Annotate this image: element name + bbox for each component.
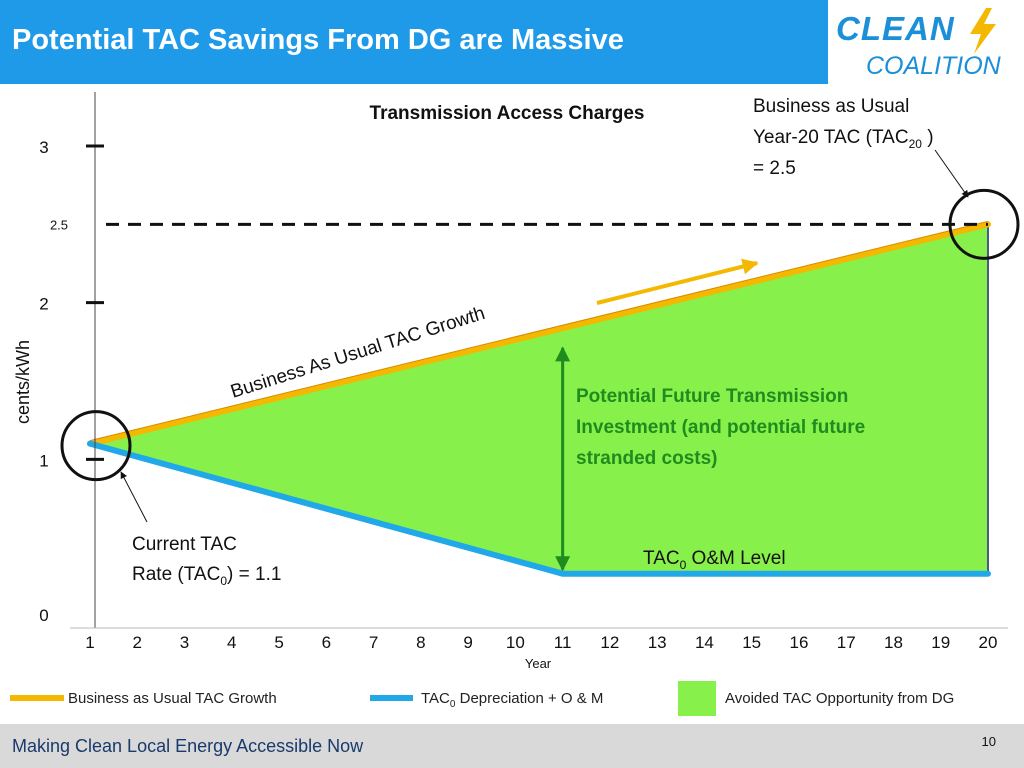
growth-direction-arrow (596, 258, 759, 305)
bau-growth-line-edge (89, 220, 989, 442)
page-number: 10 (981, 734, 996, 749)
chart-fill-layer (90, 224, 989, 574)
y-tick-label-3: 3 (39, 138, 48, 157)
clean-coalition-logo: CLEAN COALITION (836, 4, 1020, 82)
slide-footer: Making Clean Local Energy Accessible Now… (0, 724, 1024, 768)
legend-label-depreciation: TAC0 Depreciation + O & M (421, 690, 603, 710)
x-axis-label: Year (525, 656, 552, 671)
future-investment-line-1: Potential Future Transmission (576, 386, 848, 407)
y-tick-label-0: 0 (39, 606, 48, 625)
legend-swatch-avoided (678, 681, 716, 716)
x-tick-label-2: 2 (133, 633, 142, 652)
y-tick-label-2: 2 (39, 295, 48, 314)
current-tac-line-2: Rate (TAC0) = 1.1 (132, 564, 281, 588)
avoided-tac-area (90, 224, 988, 574)
current-tac-circle (60, 410, 132, 482)
chart-lines-layer (87, 220, 991, 577)
slide-header: Potential TAC Savings From DG are Massiv… (0, 0, 828, 84)
x-tick-label-14: 14 (695, 633, 714, 652)
depreciation-line (87, 440, 991, 577)
x-tick-label-5: 5 (274, 633, 283, 652)
bau-year20-annotation: Business as Usual Year-20 TAC (TAC20 ) =… (753, 96, 934, 179)
x-tick-label-16: 16 (789, 633, 808, 652)
x-tick-label-11: 11 (554, 633, 572, 652)
lightning-bolt-icon (970, 8, 996, 54)
x-tick-label-9: 9 (463, 633, 472, 652)
current-tac-annotation: Current TAC Rate (TAC0) = 1.1 (132, 534, 281, 588)
x-tick-label-3: 3 (180, 633, 189, 652)
x-tick-label-18: 18 (884, 633, 903, 652)
x-tick-label-1: 1 (85, 633, 94, 652)
future-investment-annotation: Potential Future Transmission Investment… (576, 386, 865, 469)
slide-title: Potential TAC Savings From DG are Massiv… (12, 24, 624, 56)
logo-coalition-text: COALITION (866, 52, 1001, 80)
bau-year20-line-2: Year-20 TAC (TAC20 ) (753, 127, 934, 151)
future-investment-line-3: stranded costs) (576, 448, 717, 469)
bau-growth-line (87, 221, 991, 447)
legend-label-avoided: Avoided TAC Opportunity from DG (725, 690, 954, 707)
bau-year20-line-3: = 2.5 (753, 158, 796, 179)
current-tac-line-1: Current TAC (132, 534, 237, 555)
x-tick-label-15: 15 (742, 633, 761, 652)
y-marker-label: 2.5 (50, 217, 68, 232)
x-tick-label-7: 7 (369, 633, 378, 652)
future-investment-line-2: Investment (and potential future (576, 417, 865, 438)
bau-year20-line-1: Business as Usual (753, 96, 909, 117)
year20-tac-circle (948, 188, 1020, 260)
x-tick-label-6: 6 (322, 633, 331, 652)
y-axis-label: cents/kWh (13, 340, 33, 424)
logo-clean-text: CLEAN (836, 10, 955, 47)
y-tick-label-1: 1 (39, 451, 48, 470)
om-level-label: TAC0 O&M Level (643, 548, 786, 572)
x-tick-label-10: 10 (506, 633, 525, 652)
x-tick-label-8: 8 (416, 633, 425, 652)
chart-title: Transmission Access Charges (370, 103, 645, 124)
chart-annotation-layer (60, 149, 1020, 572)
x-tick-label-13: 13 (648, 633, 667, 652)
chart-legend: Business as Usual TAC Growth TAC0 Deprec… (10, 681, 954, 716)
x-tick-label-19: 19 (931, 633, 950, 652)
x-tick-label-12: 12 (600, 633, 619, 652)
footer-tagline: Making Clean Local Energy Accessible Now (12, 736, 364, 756)
year20-tac-pointer (934, 149, 969, 198)
x-tick-label-4: 4 (227, 633, 236, 652)
x-tick-label-17: 17 (837, 633, 856, 652)
current-tac-pointer (120, 471, 148, 523)
legend-label-bau: Business as Usual TAC Growth (68, 690, 277, 707)
x-tick-label-20: 20 (979, 633, 998, 652)
